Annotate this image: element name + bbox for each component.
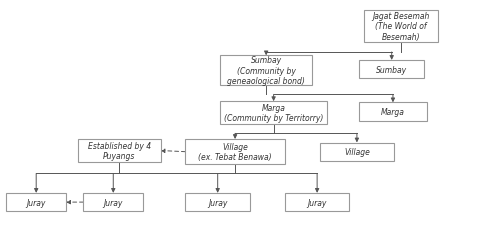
FancyBboxPatch shape xyxy=(186,140,285,164)
Text: Marga
(Community by Territorry): Marga (Community by Territorry) xyxy=(224,103,324,123)
Text: Juray: Juray xyxy=(208,198,228,207)
FancyBboxPatch shape xyxy=(220,102,327,125)
Text: Juray: Juray xyxy=(26,198,46,207)
Text: Sumbay: Sumbay xyxy=(376,65,408,74)
FancyBboxPatch shape xyxy=(360,61,424,79)
FancyBboxPatch shape xyxy=(84,193,143,211)
Text: Jagat Besemah
(The World of
Besemah): Jagat Besemah (The World of Besemah) xyxy=(372,12,430,41)
FancyBboxPatch shape xyxy=(186,193,250,211)
FancyBboxPatch shape xyxy=(364,11,438,43)
FancyBboxPatch shape xyxy=(285,193,350,211)
FancyBboxPatch shape xyxy=(6,193,66,211)
Text: Juray: Juray xyxy=(308,198,327,207)
Text: Sumbay
(Community by
geneaological bond): Sumbay (Community by geneaological bond) xyxy=(227,56,305,86)
Text: Village: Village xyxy=(344,148,370,156)
FancyBboxPatch shape xyxy=(220,56,312,86)
Text: Marga: Marga xyxy=(381,108,405,117)
FancyBboxPatch shape xyxy=(360,103,426,121)
FancyBboxPatch shape xyxy=(320,143,394,161)
Text: Juray: Juray xyxy=(104,198,123,207)
Text: Village
(ex. Tebat Benawa): Village (ex. Tebat Benawa) xyxy=(198,142,272,162)
Text: Established by 4
Puyangs: Established by 4 Puyangs xyxy=(88,141,151,161)
FancyBboxPatch shape xyxy=(78,140,160,162)
